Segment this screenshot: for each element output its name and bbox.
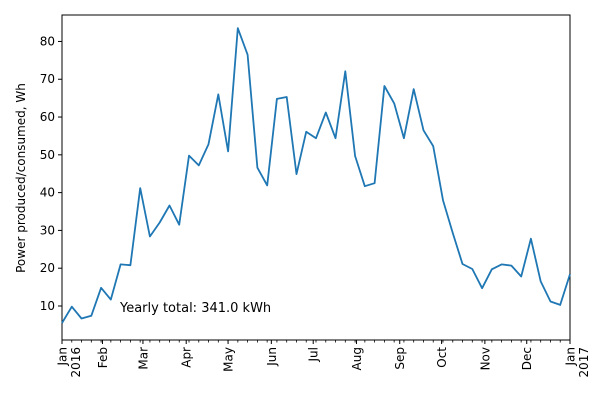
x-tick-label: Oct bbox=[435, 347, 449, 368]
y-axis-title: Power produced/consumed, Wh bbox=[14, 83, 28, 273]
y-tick-label: 60 bbox=[40, 110, 55, 124]
y-tick-label: 70 bbox=[40, 72, 55, 86]
x-tick-year-label: 2017 bbox=[577, 347, 591, 378]
y-tick-label: 20 bbox=[40, 261, 55, 275]
y-tick-label: 40 bbox=[40, 186, 55, 200]
x-tick-label: Jun bbox=[265, 347, 279, 367]
x-tick-label: Sep bbox=[393, 347, 407, 370]
x-tick-label: Apr bbox=[180, 347, 194, 368]
x-tick-label: Nov bbox=[478, 347, 492, 370]
series-layer bbox=[61, 27, 571, 324]
x-tick-label: Jan bbox=[56, 347, 70, 367]
plot-frame bbox=[61, 14, 571, 341]
plot-border bbox=[61, 14, 571, 341]
y-tick-label: 10 bbox=[40, 299, 55, 313]
power-series-line bbox=[61, 27, 571, 324]
y-tick-label: 80 bbox=[40, 34, 55, 48]
x-tick-label: Aug bbox=[350, 347, 364, 370]
x-tick-year-label: 2016 bbox=[69, 347, 83, 378]
y-axis: 10 20 30 40 50 60 70 80 bbox=[40, 34, 62, 313]
x-tick-label: Jan bbox=[564, 347, 578, 367]
x-tick-label: Jul bbox=[307, 347, 321, 362]
x-axis: Jan 2016 Feb Mar Apr May Jun Jul Aug Sep Oct Nov Dec… bbox=[56, 340, 591, 378]
x-tick-label: Feb bbox=[96, 347, 110, 368]
y-tick-label: 30 bbox=[40, 223, 55, 237]
x-tick-label: May bbox=[222, 347, 236, 372]
x-tick-label: Dec bbox=[520, 347, 534, 370]
yearly-total-annotation: Yearly total: 341.0 kWh bbox=[119, 301, 271, 316]
y-tick-label: 50 bbox=[40, 148, 55, 162]
x-tick-label: Mar bbox=[136, 347, 150, 370]
